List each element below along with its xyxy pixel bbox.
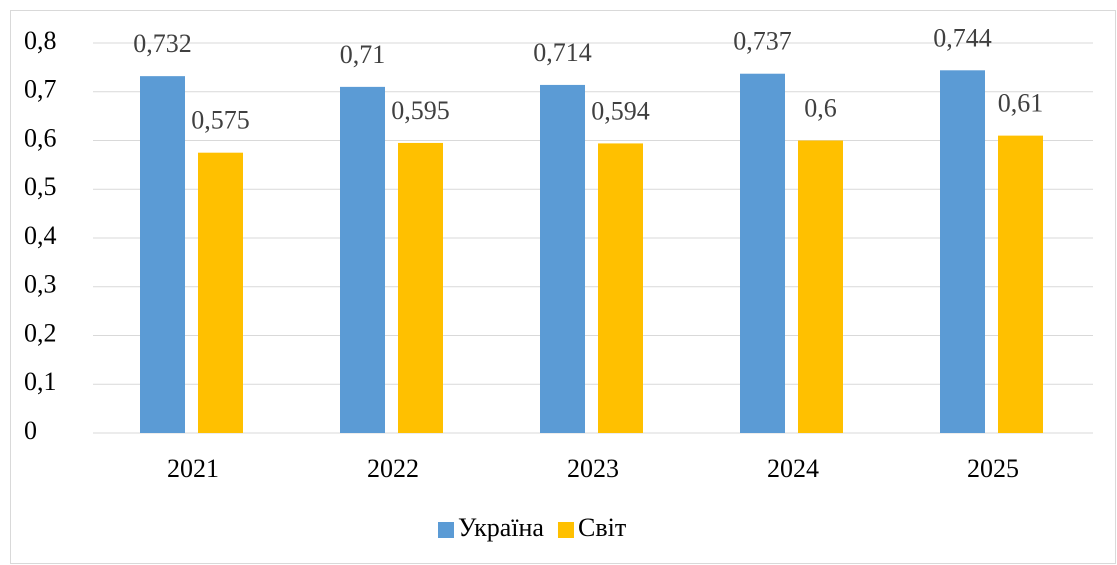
bar (140, 76, 185, 434)
bar (198, 152, 243, 433)
y-tick-label: 0,6 (24, 123, 57, 152)
x-tick-label: 2023 (567, 454, 619, 483)
chart-border (10, 10, 1116, 564)
data-label: 0,6 (804, 93, 837, 122)
bar (598, 143, 643, 434)
y-tick-label: 0,1 (24, 367, 57, 396)
y-tick-label: 0,3 (24, 270, 57, 299)
y-tick-label: 0,4 (24, 221, 57, 250)
data-label: 0,744 (933, 23, 992, 52)
bar (940, 70, 985, 434)
y-tick-label: 0,8 (24, 26, 57, 55)
x-tick-label: 2024 (767, 454, 819, 483)
bar (798, 140, 843, 433)
y-tick-label: 0,7 (24, 75, 57, 104)
bar (540, 84, 585, 434)
bar (740, 73, 785, 434)
data-label: 0,732 (133, 29, 192, 58)
x-tick-label: 2022 (367, 454, 419, 483)
bar (398, 142, 443, 433)
legend-label: Світ (578, 513, 626, 542)
data-label: 0,575 (191, 106, 250, 135)
y-tick-label: 0 (24, 416, 37, 445)
data-label: 0,714 (533, 38, 592, 67)
x-tick-label: 2021 (167, 454, 219, 483)
legend-label: Україна (458, 513, 544, 542)
legend-swatch (557, 522, 574, 538)
bar (998, 135, 1043, 433)
y-tick-label: 0,2 (24, 318, 57, 347)
y-tick-label: 0,5 (24, 172, 57, 201)
data-label: 0,595 (391, 96, 450, 125)
data-label: 0,71 (340, 40, 386, 69)
data-label: 0,594 (591, 96, 650, 125)
data-label: 0,737 (733, 27, 792, 56)
bar (340, 86, 385, 433)
data-label: 0,61 (998, 89, 1044, 118)
legend-swatch (438, 522, 454, 538)
x-tick-label: 2025 (967, 454, 1019, 483)
